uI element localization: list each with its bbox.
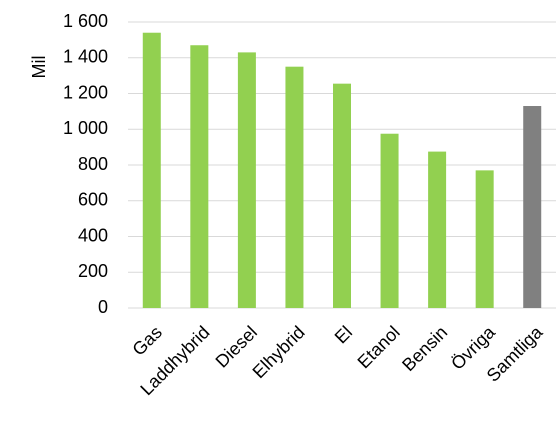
y-tick-label: 1 200 (63, 82, 108, 102)
y-axis-ticks: 0 200 400 600 800 1 000 1 200 1 400 1 600 (63, 11, 108, 317)
x-tick-label: Etanol (354, 322, 404, 372)
y-axis-label: Mil (29, 56, 49, 79)
bar-laddhybrid (190, 45, 209, 309)
y-tick-label: 1 600 (63, 11, 108, 31)
y-tick-label: 600 (78, 190, 108, 210)
y-tick-label: 1 000 (63, 118, 108, 138)
bar-samtliga (523, 106, 542, 308)
bar-gas (142, 32, 161, 308)
bar-diesel (237, 52, 256, 309)
x-tick-label: El (331, 322, 356, 347)
y-tick-label: 800 (78, 154, 108, 174)
y-tick-label: 1 400 (63, 47, 108, 67)
bar-el (333, 83, 351, 308)
bar-elhybrid (285, 66, 304, 308)
x-tick-label: Gas (128, 322, 165, 359)
bar-övriga (475, 170, 494, 308)
x-tick-label: Elhybrid (249, 322, 309, 382)
y-tick-label: 200 (78, 261, 108, 281)
y-tick-label: 0 (98, 297, 108, 317)
bar-bensin (428, 151, 447, 308)
y-tick-label: 400 (78, 225, 108, 245)
bars (142, 32, 542, 309)
bar-etanol (380, 133, 399, 308)
x-tick-label: Bensin (398, 322, 451, 375)
